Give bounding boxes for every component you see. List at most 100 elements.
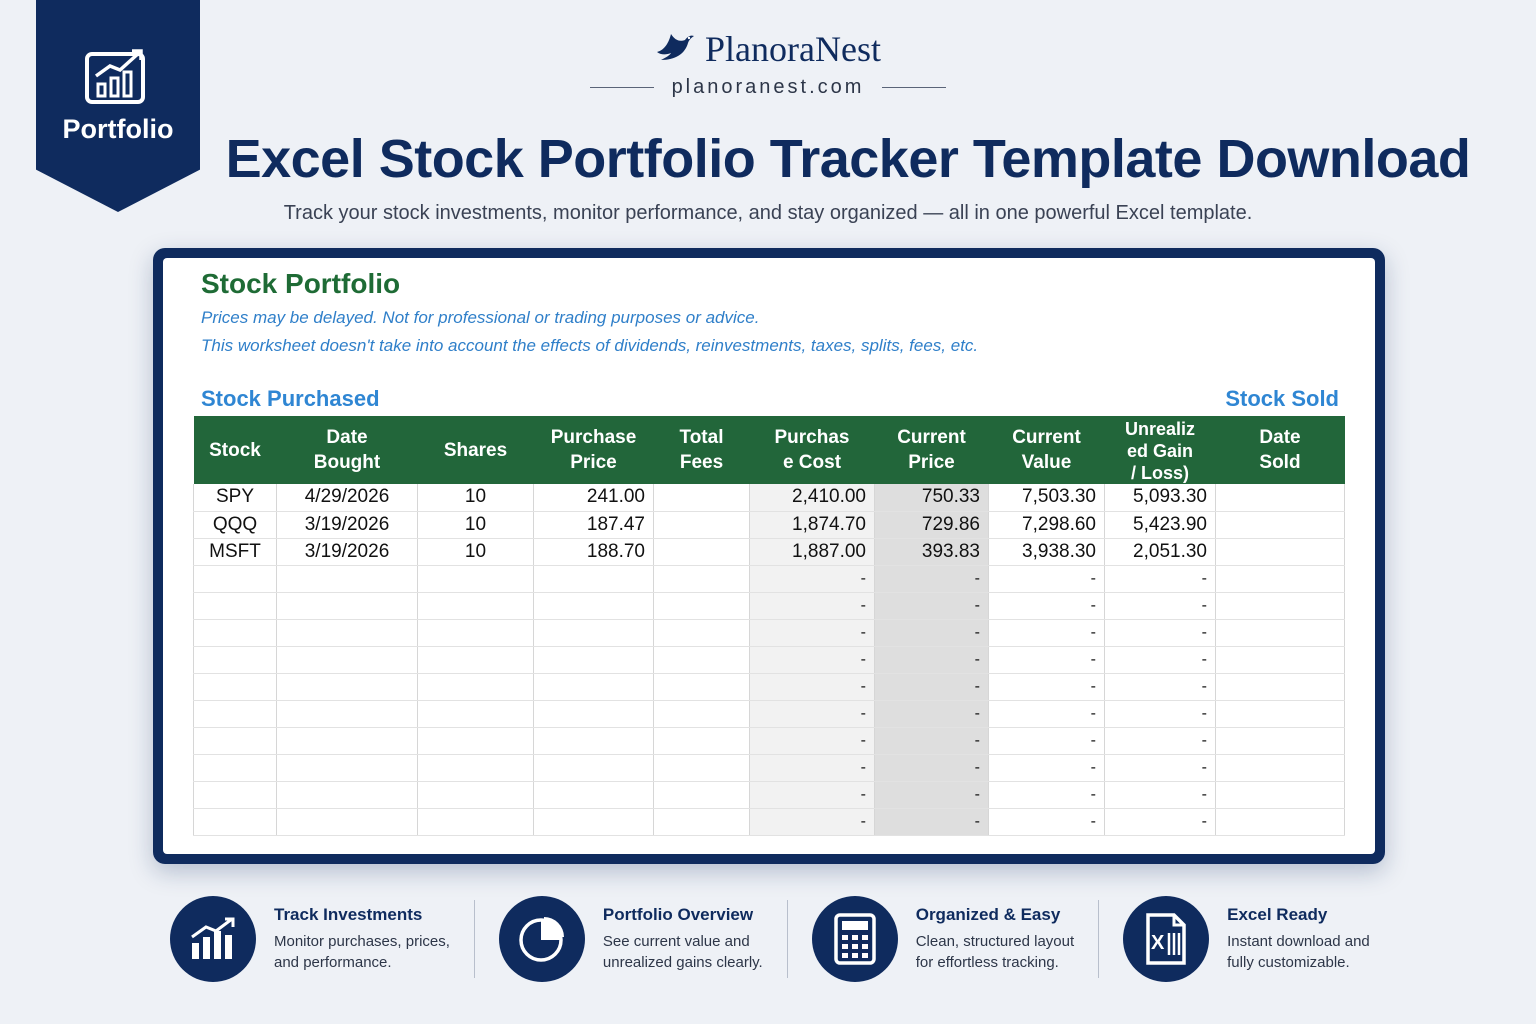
- unrealized-gain-cell[interactable]: -: [1104, 592, 1216, 620]
- date-sold-cell[interactable]: [1215, 511, 1345, 539]
- current-value-cell[interactable]: -: [988, 592, 1105, 620]
- date-bought-cell[interactable]: [276, 673, 418, 701]
- shares-cell[interactable]: [417, 781, 534, 809]
- purchase-price-cell[interactable]: 241.00: [533, 484, 654, 512]
- purchase-cost-cell[interactable]: -: [749, 700, 875, 728]
- stock-cell[interactable]: SPY: [193, 484, 277, 512]
- total-fees-cell[interactable]: [653, 700, 750, 728]
- purchase-price-cell[interactable]: [533, 592, 654, 620]
- current-price-cell[interactable]: -: [874, 565, 989, 593]
- date-sold-cell[interactable]: [1215, 727, 1345, 755]
- date-bought-cell[interactable]: [276, 808, 418, 836]
- total-fees-cell[interactable]: [653, 484, 750, 512]
- current-price-cell[interactable]: -: [874, 754, 989, 782]
- stock-cell[interactable]: [193, 808, 277, 836]
- purchase-price-cell[interactable]: [533, 619, 654, 647]
- purchase-price-cell[interactable]: 187.47: [533, 511, 654, 539]
- shares-cell[interactable]: [417, 619, 534, 647]
- total-fees-cell[interactable]: [653, 619, 750, 647]
- total-fees-cell[interactable]: [653, 754, 750, 782]
- stock-cell[interactable]: [193, 700, 277, 728]
- current-value-cell[interactable]: -: [988, 727, 1105, 755]
- shares-cell[interactable]: 10: [417, 538, 534, 566]
- stock-cell[interactable]: [193, 565, 277, 593]
- shares-cell[interactable]: [417, 700, 534, 728]
- total-fees-cell[interactable]: [653, 565, 750, 593]
- stock-cell[interactable]: [193, 673, 277, 701]
- current-price-cell[interactable]: -: [874, 781, 989, 809]
- unrealized-gain-cell[interactable]: -: [1104, 727, 1216, 755]
- unrealized-gain-cell[interactable]: -: [1104, 754, 1216, 782]
- date-bought-cell[interactable]: [276, 781, 418, 809]
- purchase-cost-cell[interactable]: -: [749, 592, 875, 620]
- current-value-cell[interactable]: 3,938.30: [988, 538, 1105, 566]
- date-bought-cell[interactable]: 3/19/2026: [276, 538, 418, 566]
- purchase-price-cell[interactable]: 188.70: [533, 538, 654, 566]
- purchase-cost-cell[interactable]: -: [749, 565, 875, 593]
- unrealized-gain-cell[interactable]: 5,423.90: [1104, 511, 1216, 539]
- unrealized-gain-cell[interactable]: -: [1104, 700, 1216, 728]
- total-fees-cell[interactable]: [653, 727, 750, 755]
- purchase-price-cell[interactable]: [533, 754, 654, 782]
- date-bought-cell[interactable]: 3/19/2026: [276, 511, 418, 539]
- current-value-cell[interactable]: -: [988, 700, 1105, 728]
- stock-cell[interactable]: [193, 754, 277, 782]
- current-price-cell[interactable]: 729.86: [874, 511, 989, 539]
- total-fees-cell[interactable]: [653, 781, 750, 809]
- date-sold-cell[interactable]: [1215, 673, 1345, 701]
- date-sold-cell[interactable]: [1215, 700, 1345, 728]
- total-fees-cell[interactable]: [653, 538, 750, 566]
- current-value-cell[interactable]: -: [988, 565, 1105, 593]
- purchase-cost-cell[interactable]: -: [749, 808, 875, 836]
- date-sold-cell[interactable]: [1215, 565, 1345, 593]
- total-fees-cell[interactable]: [653, 673, 750, 701]
- unrealized-gain-cell[interactable]: -: [1104, 565, 1216, 593]
- current-value-cell[interactable]: -: [988, 808, 1105, 836]
- current-value-cell[interactable]: 7,298.60: [988, 511, 1105, 539]
- unrealized-gain-cell[interactable]: 2,051.30: [1104, 538, 1216, 566]
- shares-cell[interactable]: [417, 808, 534, 836]
- shares-cell[interactable]: [417, 727, 534, 755]
- date-bought-cell[interactable]: [276, 700, 418, 728]
- current-price-cell[interactable]: -: [874, 808, 989, 836]
- purchase-cost-cell[interactable]: -: [749, 619, 875, 647]
- purchase-price-cell[interactable]: [533, 781, 654, 809]
- brand-url[interactable]: planoranest.com: [671, 76, 865, 98]
- unrealized-gain-cell[interactable]: -: [1104, 808, 1216, 836]
- stock-cell[interactable]: [193, 727, 277, 755]
- date-bought-cell[interactable]: [276, 754, 418, 782]
- unrealized-gain-cell[interactable]: -: [1104, 646, 1216, 674]
- shares-cell[interactable]: 10: [417, 511, 534, 539]
- date-bought-cell[interactable]: [276, 727, 418, 755]
- current-price-cell[interactable]: -: [874, 619, 989, 647]
- purchase-price-cell[interactable]: [533, 727, 654, 755]
- current-price-cell[interactable]: -: [874, 592, 989, 620]
- current-value-cell[interactable]: 7,503.30: [988, 484, 1105, 512]
- purchase-cost-cell[interactable]: -: [749, 646, 875, 674]
- shares-cell[interactable]: [417, 673, 534, 701]
- stock-cell[interactable]: [193, 781, 277, 809]
- total-fees-cell[interactable]: [653, 511, 750, 539]
- purchase-cost-cell[interactable]: -: [749, 754, 875, 782]
- stock-cell[interactable]: MSFT: [193, 538, 277, 566]
- date-bought-cell[interactable]: [276, 619, 418, 647]
- purchase-cost-cell[interactable]: 1,887.00: [749, 538, 875, 566]
- total-fees-cell[interactable]: [653, 592, 750, 620]
- shares-cell[interactable]: [417, 754, 534, 782]
- current-price-cell[interactable]: -: [874, 727, 989, 755]
- date-bought-cell[interactable]: [276, 592, 418, 620]
- total-fees-cell[interactable]: [653, 646, 750, 674]
- date-bought-cell[interactable]: [276, 565, 418, 593]
- unrealized-gain-cell[interactable]: -: [1104, 781, 1216, 809]
- current-value-cell[interactable]: -: [988, 673, 1105, 701]
- shares-cell[interactable]: [417, 565, 534, 593]
- stock-cell[interactable]: [193, 592, 277, 620]
- date-sold-cell[interactable]: [1215, 484, 1345, 512]
- purchase-cost-cell[interactable]: -: [749, 673, 875, 701]
- date-sold-cell[interactable]: [1215, 619, 1345, 647]
- stock-cell[interactable]: [193, 619, 277, 647]
- current-price-cell[interactable]: -: [874, 673, 989, 701]
- stock-cell[interactable]: [193, 646, 277, 674]
- shares-cell[interactable]: [417, 646, 534, 674]
- purchase-cost-cell[interactable]: -: [749, 781, 875, 809]
